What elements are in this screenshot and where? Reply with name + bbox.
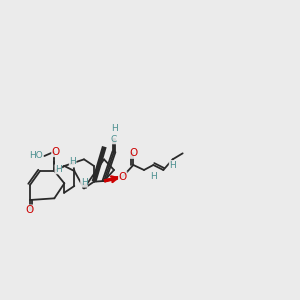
Text: O: O (118, 172, 127, 182)
Text: C: C (111, 135, 117, 144)
Text: H: H (69, 157, 76, 166)
Text: O: O (52, 147, 60, 157)
Text: O: O (26, 205, 34, 215)
Text: H: H (150, 172, 157, 181)
Text: HO: HO (29, 152, 43, 160)
Text: O: O (129, 148, 137, 158)
Text: H: H (169, 160, 176, 169)
Text: H: H (81, 178, 87, 187)
Text: H: H (55, 165, 62, 174)
Text: H: H (111, 124, 117, 133)
